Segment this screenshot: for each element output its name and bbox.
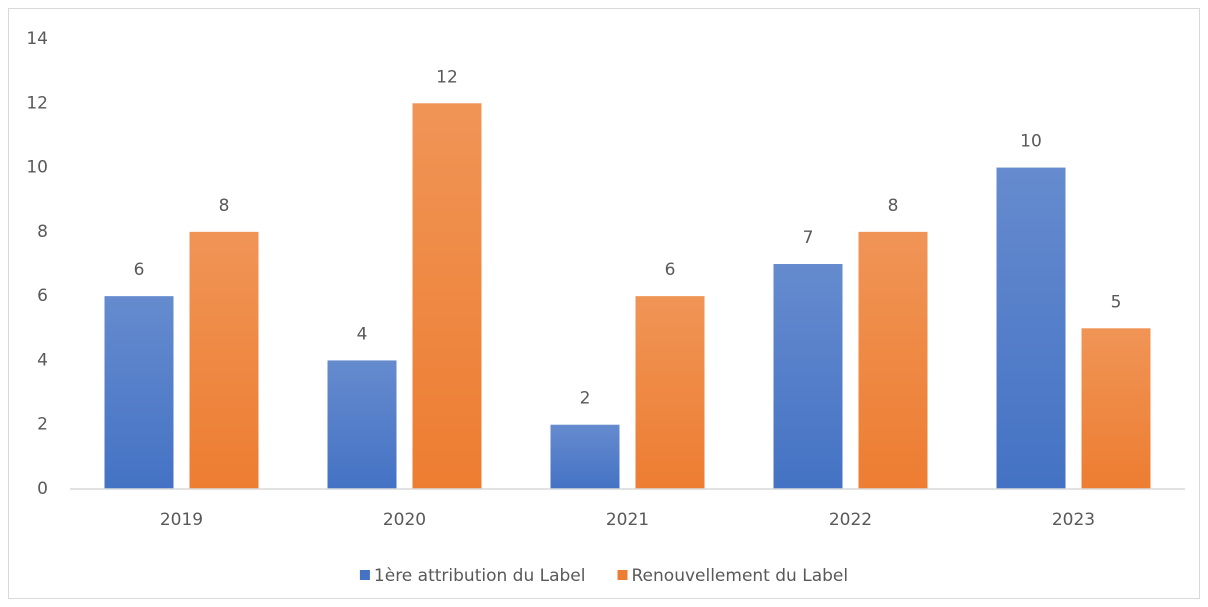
data-label: 8 <box>219 196 230 216</box>
x-tick-label: 2019 <box>160 510 203 530</box>
bar <box>412 103 482 490</box>
data-label: 7 <box>803 228 814 248</box>
bar <box>1081 328 1151 489</box>
y-tick-label: 6 <box>37 286 48 306</box>
data-label: 6 <box>134 260 145 280</box>
legend-label: Renouvellement du Label <box>632 566 849 586</box>
x-tick-label: 2023 <box>1052 510 1095 530</box>
legend-swatch <box>359 570 370 580</box>
y-tick-label: 14 <box>26 29 48 49</box>
bar <box>550 424 620 489</box>
data-label: 4 <box>357 324 368 344</box>
bar <box>635 296 705 489</box>
data-label: 10 <box>1020 132 1042 152</box>
bar <box>996 167 1066 490</box>
x-tick-label: 2020 <box>383 510 426 530</box>
legend: 1ère attribution du Label Renouvellement … <box>359 566 849 586</box>
y-tick-label: 2 <box>37 415 48 435</box>
x-tick-label: 2021 <box>606 510 649 530</box>
data-label: 8 <box>888 196 899 216</box>
y-tick-label: 12 <box>26 93 48 113</box>
bar <box>189 231 259 489</box>
x-tick-label: 2022 <box>829 510 872 530</box>
bar <box>858 231 928 489</box>
legend-label: 1ère attribution du Label <box>374 566 586 586</box>
data-label: 6 <box>665 260 676 280</box>
y-tick-label: 0 <box>37 479 48 499</box>
data-label: 2 <box>580 389 591 409</box>
bar <box>104 296 174 489</box>
data-label: 5 <box>1111 292 1122 312</box>
y-tick-label: 4 <box>37 350 48 370</box>
y-tick-label: 10 <box>26 158 48 178</box>
y-tick-label: 8 <box>37 222 48 242</box>
legend-swatch <box>617 570 628 580</box>
bar <box>773 264 843 489</box>
data-label: 12 <box>436 67 458 87</box>
bar <box>327 360 397 489</box>
